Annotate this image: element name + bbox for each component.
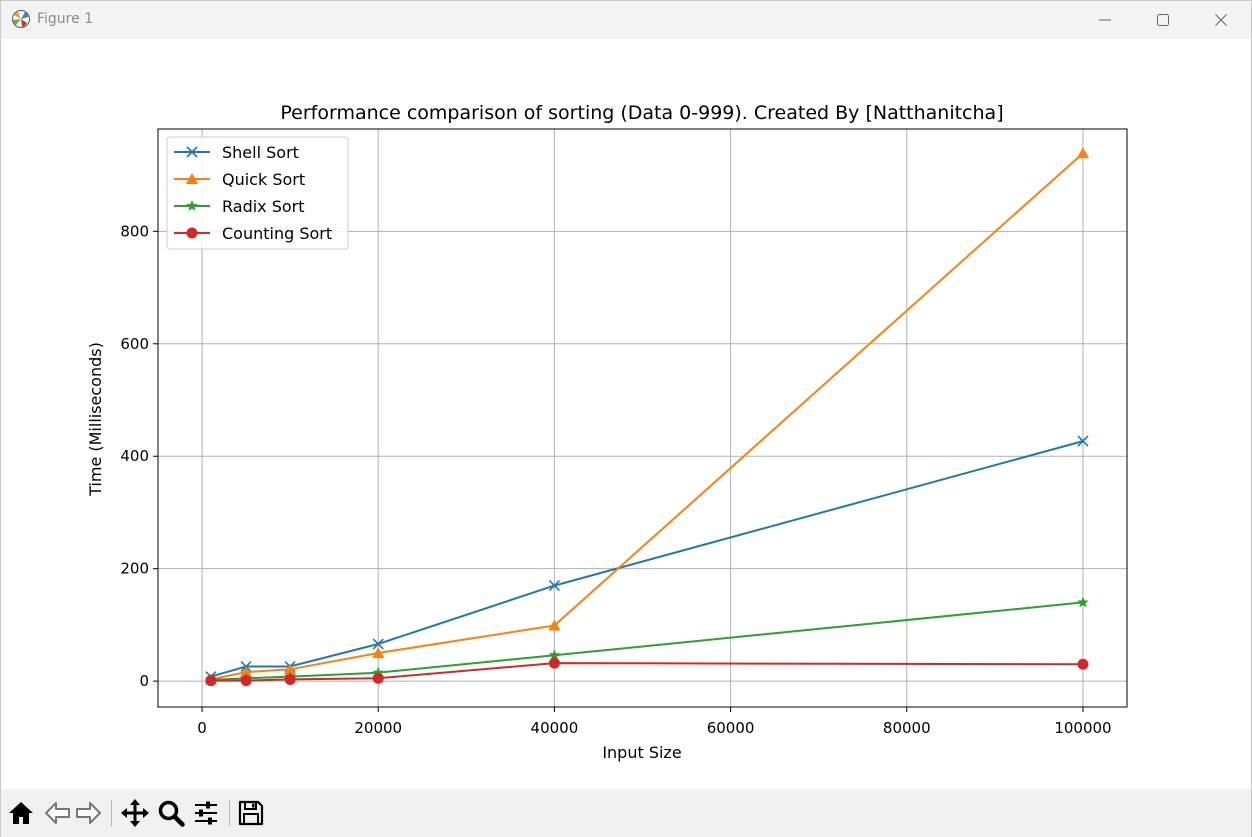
home-button[interactable] <box>5 797 37 829</box>
series-shell-sort <box>205 435 1089 683</box>
window-title: Figure 1 <box>37 11 94 27</box>
legend-entry: Shell Sort <box>174 143 299 162</box>
maximize-button[interactable] <box>1134 1 1192 39</box>
x-tick-label: 60000 <box>707 719 755 737</box>
legend-marker <box>186 173 198 184</box>
y-tick-label: 600 <box>120 335 149 353</box>
data-point <box>284 673 296 685</box>
home-icon <box>9 802 33 824</box>
chart-title: Performance comparison of sorting (Data … <box>280 102 1003 124</box>
y-tick-label: 0 <box>139 672 149 690</box>
data-point <box>548 657 560 669</box>
x-tick-label: 0 <box>197 719 207 737</box>
series-counting-sort <box>205 657 1089 687</box>
legend-entry: Quick Sort <box>174 170 305 189</box>
data-point <box>1077 658 1089 670</box>
data-point <box>372 647 385 659</box>
sliders-icon <box>195 801 217 825</box>
axis-ticks: 0 20000 40000 60000 80000 100000 0 200 400 600 800 <box>120 222 1111 737</box>
data-point <box>205 675 217 687</box>
legend-marker <box>186 146 198 158</box>
matplotlib-logo-icon <box>11 9 31 29</box>
zoom-icon <box>158 800 185 827</box>
navigation-toolbar <box>1 789 1251 837</box>
toolbar-separator <box>111 800 112 826</box>
legend-box <box>166 136 349 250</box>
legend-marker <box>186 200 198 211</box>
axes-frame <box>157 128 1128 708</box>
minimize-icon <box>1099 19 1111 21</box>
series-quick-sort <box>204 147 1089 685</box>
pan-button[interactable] <box>119 797 151 829</box>
x-tick-label: 40000 <box>531 719 579 737</box>
close-button[interactable] <box>1192 1 1250 39</box>
figure-canvas[interactable]: 0 20000 40000 60000 80000 100000 0 200 400 600 800… <box>1 39 1251 789</box>
legend-entry: Radix Sort <box>174 197 305 216</box>
forward-arrow-icon <box>76 802 101 824</box>
legend-entry: Counting Sort <box>174 224 332 243</box>
data-point <box>240 675 252 687</box>
forward-button[interactable] <box>73 797 105 829</box>
series-line <box>210 601 1084 681</box>
legend-label: Radix Sort <box>222 197 305 216</box>
data-point <box>1077 596 1089 608</box>
legend: Shell Sort Quick Sort Radix Sort Counting S… <box>166 136 349 250</box>
data-point <box>548 579 560 592</box>
legend-label: Counting Sort <box>222 224 332 243</box>
y-tick-label: 200 <box>120 560 149 578</box>
x-tick-label: 20000 <box>354 719 402 737</box>
data-point <box>548 649 561 661</box>
minimize-button[interactable] <box>1076 1 1134 39</box>
x-tick-label: 100000 <box>1054 719 1111 737</box>
toolbar-separator <box>229 800 230 826</box>
y-tick-label: 800 <box>120 222 149 240</box>
save-icon <box>238 800 264 826</box>
x-tick-label: 80000 <box>883 719 931 737</box>
y-tick-label: 400 <box>120 447 149 465</box>
data-point <box>284 663 297 675</box>
legend-label: Quick Sort <box>222 170 305 189</box>
data-point <box>240 666 253 678</box>
back-button[interactable] <box>41 797 73 829</box>
grid <box>158 129 1127 707</box>
configure-subplots-button[interactable] <box>190 797 222 829</box>
data-point <box>372 672 384 684</box>
x-axis-label: Input Size <box>602 743 681 762</box>
save-button[interactable] <box>235 797 267 829</box>
legend-label: Shell Sort <box>222 143 299 162</box>
legend-marker <box>186 227 198 239</box>
data-point <box>372 666 384 678</box>
data-point <box>1077 435 1089 447</box>
series-line <box>210 440 1084 678</box>
title-bar[interactable]: Figure 1 <box>1 1 1251 39</box>
data-point <box>372 638 384 650</box>
zoom-button[interactable] <box>155 797 187 829</box>
data-point <box>548 619 561 631</box>
maximize-icon <box>1157 14 1169 26</box>
series-line <box>210 152 1084 681</box>
data-point <box>1076 147 1089 159</box>
series-radix-sort <box>205 596 1089 685</box>
move-icon <box>121 799 149 827</box>
series-line <box>210 662 1084 682</box>
close-icon <box>1215 14 1227 26</box>
line-chart: 0 20000 40000 60000 80000 100000 0 200 400 600 800… <box>86 102 1128 762</box>
back-arrow-icon <box>45 802 70 824</box>
series-lines <box>204 147 1089 687</box>
y-axis-label: Time (Milliseconds) <box>86 342 105 497</box>
